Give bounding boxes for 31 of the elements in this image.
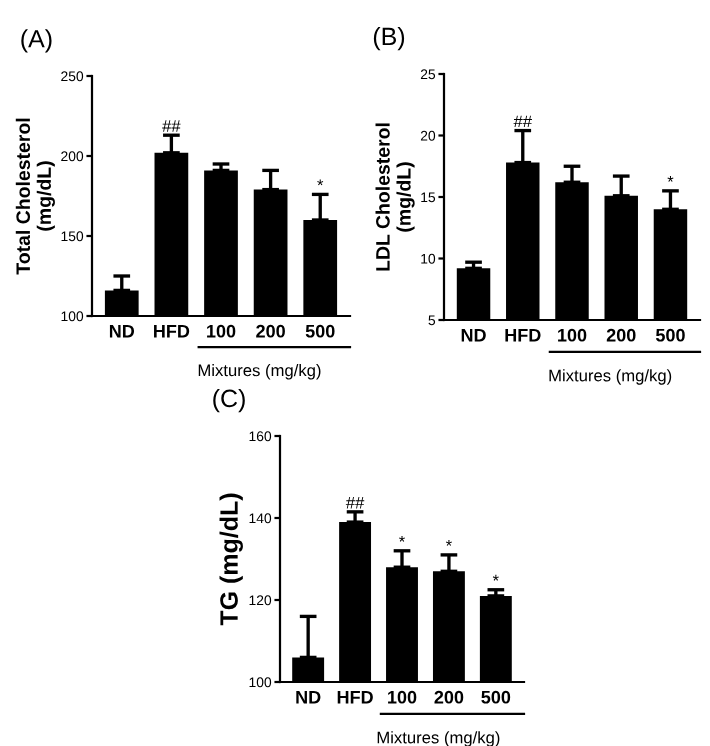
chart-title: (B)	[373, 26, 405, 51]
x-tick-label: ND	[109, 325, 135, 338]
chart-title: (A)	[21, 29, 52, 53]
chart-title: (C)	[213, 388, 245, 413]
x-axis-title: Mixtures (mg/kg)	[377, 731, 500, 746]
x-axis-title: Mixtures (mg/kg)	[198, 364, 321, 380]
x-tick-label: HFD	[337, 691, 373, 704]
x-tick-label: ND	[461, 329, 486, 342]
x-tick-label: HFD	[505, 329, 541, 342]
annotation: *	[317, 179, 324, 186]
x-tick-label: 100	[388, 690, 417, 704]
annotation: *	[667, 175, 674, 182]
x-tick-label: 100	[558, 328, 587, 342]
x-tick-label: ND	[296, 691, 321, 704]
x-tick-label: HFD	[154, 325, 190, 338]
x-axis-title: Mixtures (mg/kg)	[549, 369, 672, 385]
annotation: ##	[345, 496, 365, 509]
annotation: ##	[162, 120, 181, 132]
y-axis-title: Total Cholesterol (mg/dL)	[15, 118, 55, 275]
annotation: *	[492, 574, 499, 581]
y-axis-title: LDL Cholesterol (mg/dL)	[375, 123, 415, 271]
x-tick-label: 500	[305, 324, 335, 338]
x-tick-label: 200	[606, 328, 636, 342]
x-tick-label: 100	[207, 324, 236, 338]
x-tick-label: 500	[481, 690, 511, 704]
annotation: ##	[513, 115, 532, 128]
annotation: *	[399, 535, 405, 542]
annotation: *	[445, 539, 452, 546]
y-axis-title: TG (mg/dL)	[219, 493, 243, 626]
x-tick-label: 200	[434, 690, 464, 704]
x-tick-label: 500	[655, 328, 685, 342]
